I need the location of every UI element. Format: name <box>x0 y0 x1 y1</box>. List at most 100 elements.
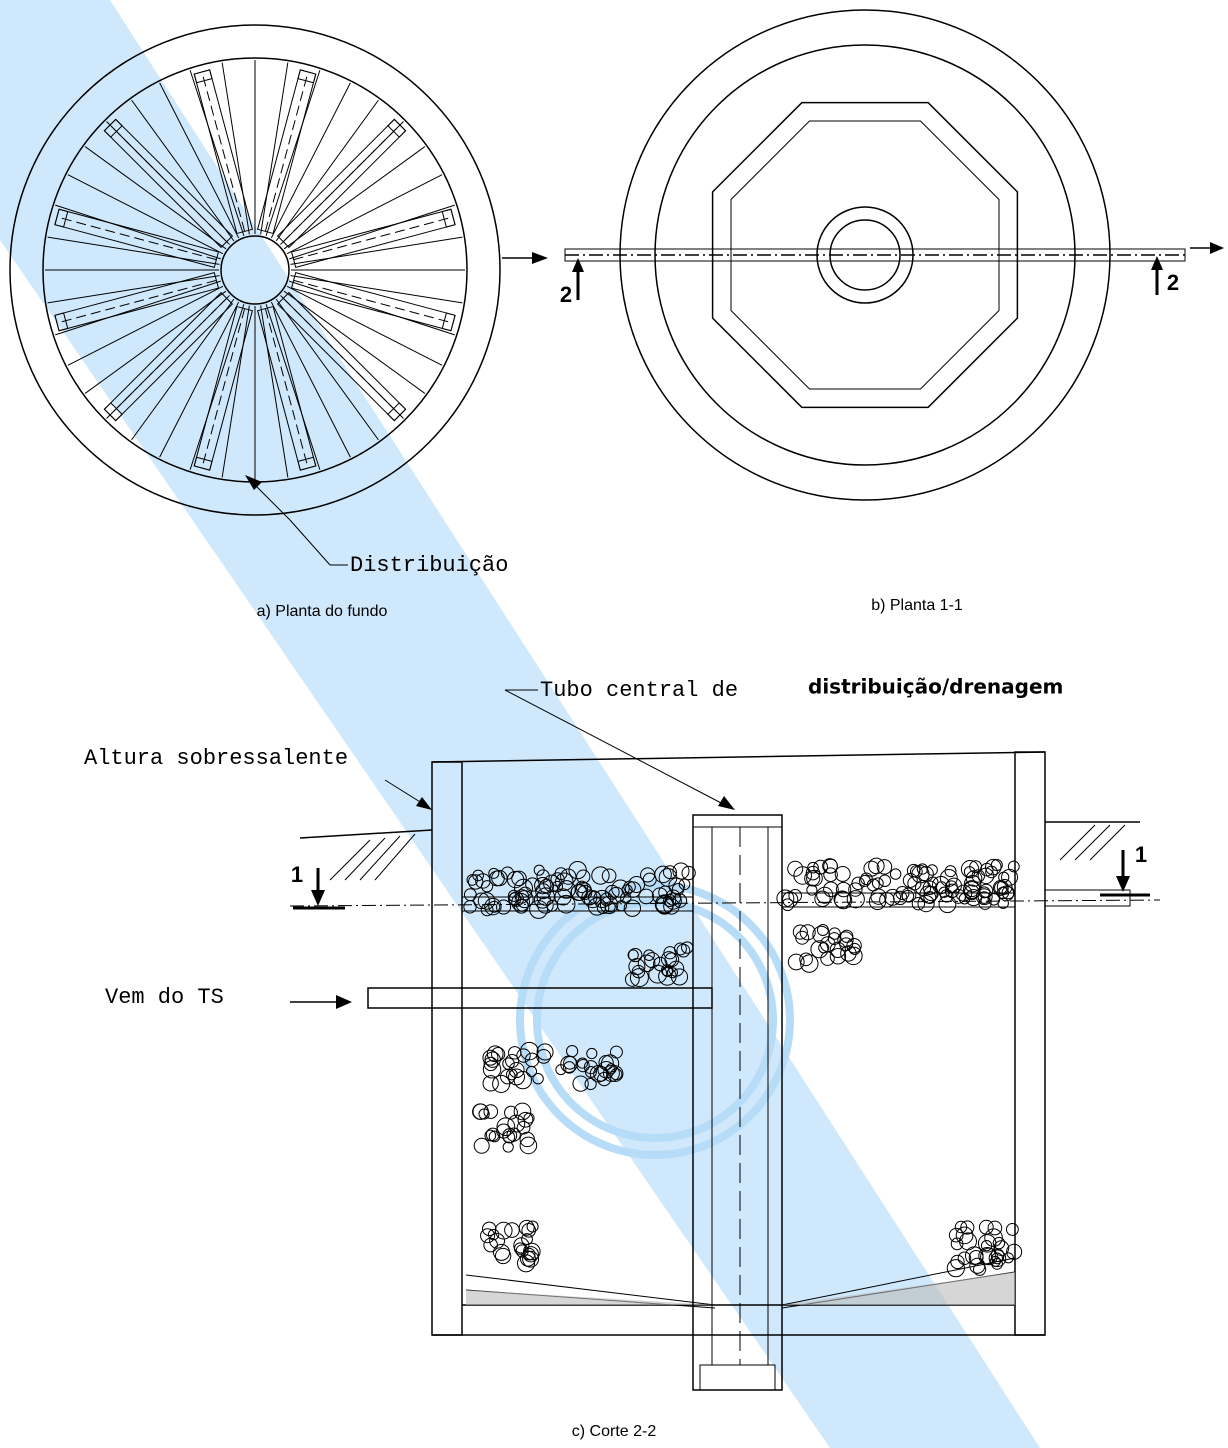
stone <box>496 899 512 915</box>
stone <box>919 885 938 904</box>
stone <box>532 1073 544 1085</box>
stone <box>522 1247 536 1261</box>
stone <box>572 1075 589 1092</box>
spoke <box>290 236 463 265</box>
spoke <box>270 301 351 458</box>
stone <box>654 865 672 884</box>
stone <box>922 880 938 895</box>
stone <box>916 863 929 875</box>
stone <box>628 875 646 894</box>
stone <box>596 901 610 915</box>
stone <box>863 860 880 877</box>
stone <box>627 949 639 961</box>
stone <box>813 859 829 875</box>
stone <box>781 898 794 912</box>
stone <box>681 865 696 881</box>
stone <box>518 1219 535 1236</box>
stone <box>822 858 838 874</box>
stone <box>827 932 841 946</box>
spoke <box>221 305 250 478</box>
spoke <box>289 204 455 260</box>
stone <box>1006 1243 1023 1260</box>
stone <box>563 1061 576 1074</box>
stone <box>555 1064 567 1076</box>
inlet-label: Vem do TS <box>105 985 224 1010</box>
stone <box>934 881 948 895</box>
stone <box>494 1247 512 1265</box>
stone <box>507 892 522 906</box>
stone <box>993 1240 1010 1256</box>
stone <box>472 1103 489 1120</box>
stone <box>488 900 501 913</box>
stone <box>963 884 980 901</box>
stone <box>502 1057 515 1070</box>
stone <box>508 1046 522 1060</box>
stone <box>524 1052 540 1068</box>
stone <box>895 885 910 901</box>
stone <box>848 942 861 955</box>
stone <box>978 1219 994 1235</box>
stone <box>960 860 980 879</box>
caption: b) Planta 1-1 <box>871 597 963 614</box>
stone <box>600 1054 620 1073</box>
stone <box>511 892 531 912</box>
stone <box>536 1043 554 1061</box>
stone <box>834 891 853 910</box>
stone <box>889 868 902 880</box>
stone <box>985 858 1002 876</box>
stone <box>1002 1252 1014 1264</box>
stone <box>979 883 994 898</box>
stone <box>844 946 863 966</box>
stone <box>816 886 834 904</box>
stone <box>648 964 668 984</box>
spoke <box>67 174 224 255</box>
stone <box>513 1237 530 1254</box>
stone <box>823 867 838 882</box>
stone <box>1007 860 1020 873</box>
stone <box>902 873 918 888</box>
stone <box>663 946 677 960</box>
stone <box>962 881 981 900</box>
stone <box>946 1259 965 1278</box>
stone <box>477 892 496 910</box>
spoke <box>286 174 443 255</box>
stone <box>487 1228 500 1241</box>
stone <box>833 890 852 909</box>
stone <box>496 1117 516 1137</box>
stone <box>1001 868 1019 886</box>
stone <box>668 960 685 977</box>
stone <box>486 1045 504 1063</box>
stone <box>664 892 682 910</box>
stone <box>938 895 957 914</box>
stone <box>483 1104 499 1119</box>
stone <box>468 874 484 890</box>
stone <box>488 867 500 879</box>
spoke <box>221 62 250 235</box>
section-mark: 2 <box>560 282 572 307</box>
stone <box>508 1061 525 1079</box>
spoke <box>275 99 379 242</box>
stone <box>522 1250 540 1268</box>
spoke <box>260 62 289 235</box>
distribution-label: Distribuição <box>350 553 508 578</box>
freeboard-label: Altura sobressalente <box>84 746 348 771</box>
spoke <box>159 301 240 458</box>
section-2-2: Tubo central de distribuição/drenagem Al… <box>84 675 1161 1440</box>
stone <box>577 884 593 900</box>
stone <box>576 1057 589 1069</box>
pipe <box>193 305 253 471</box>
stone <box>958 892 971 905</box>
pipe <box>193 69 253 235</box>
stone <box>839 937 854 952</box>
stone <box>550 872 565 887</box>
stone <box>799 952 813 967</box>
stone <box>526 1220 539 1233</box>
stone <box>868 892 887 911</box>
spoke <box>55 204 221 260</box>
stone <box>473 1137 490 1154</box>
stone <box>601 868 617 884</box>
stone <box>521 1222 537 1238</box>
stone <box>628 958 646 976</box>
stone <box>638 888 654 905</box>
spoke <box>289 280 455 336</box>
